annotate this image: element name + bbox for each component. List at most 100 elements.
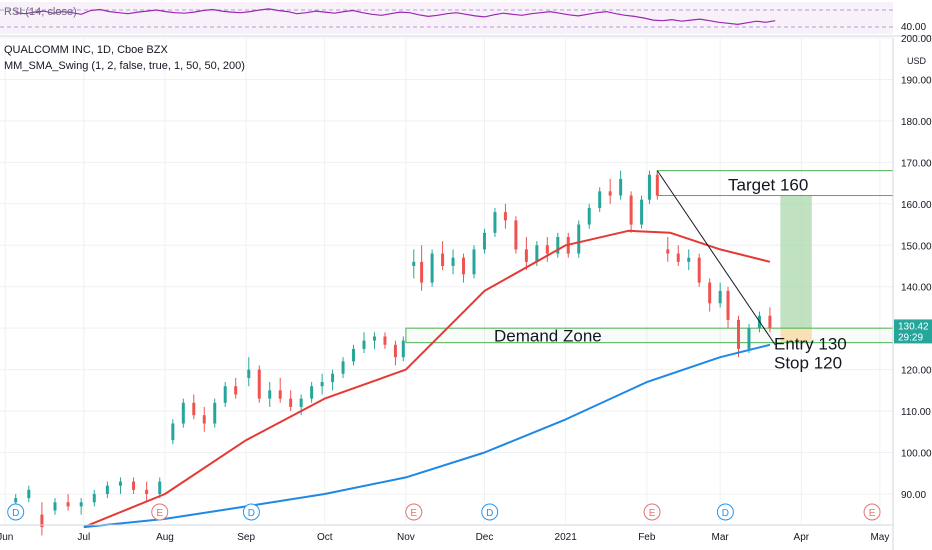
time-tick-label: Jun (0, 532, 13, 543)
price-tick-label: 160.00 (901, 200, 932, 211)
time-tick-label: Nov (397, 532, 415, 543)
candle-body (503, 212, 507, 221)
candle-body (362, 340, 366, 349)
indicator-legend[interactable]: MM_SMA_Swing (1, 2, false, true, 1, 50, … (4, 60, 245, 72)
marker-circle (481, 503, 499, 521)
bar-timer-label: 29:29 (898, 332, 923, 343)
candle-body (687, 257, 691, 262)
time-axis[interactable]: Jun Jul Aug Sep Oct Nov Dec 2021 Feb Mar Apr May (0, 524, 893, 543)
stop-label: Stop 120 (774, 354, 842, 373)
last-price-badge (894, 319, 932, 344)
dividend-marker[interactable]: D (716, 503, 734, 521)
marker-letter: E (410, 508, 417, 519)
candle-body (718, 290, 722, 304)
dividend-marker[interactable]: D (242, 503, 260, 521)
candle-body (697, 257, 701, 283)
sma200-line (83, 343, 771, 529)
marker-letter: E (649, 508, 656, 519)
earnings-marker[interactable]: E (643, 503, 661, 521)
dividend-marker[interactable]: D (7, 503, 25, 521)
candle-body (320, 382, 324, 387)
candle-body (514, 220, 518, 250)
demand-zone-label: Demand Zone (494, 327, 602, 346)
candle-body (14, 498, 18, 503)
earnings-marker[interactable]: E (405, 503, 423, 521)
candle-body (132, 481, 136, 490)
candle-body (27, 489, 31, 499)
rsi-tick-label: 40.00 (901, 22, 926, 33)
candle-body (383, 336, 387, 345)
time-tick-label: 2021 (555, 532, 578, 543)
marker-letter: E (156, 508, 163, 519)
dividend-marker[interactable]: D (481, 503, 499, 521)
grid (0, 37, 893, 523)
price-tick-label: 100.00 (901, 449, 932, 460)
time-tick-label: Sep (237, 532, 255, 543)
marker-letter: D (486, 508, 493, 519)
candle-body (257, 369, 261, 399)
time-tick-label: Mar (712, 532, 730, 543)
candle-body (79, 502, 83, 507)
candle-body (619, 178, 623, 196)
candle-body (181, 402, 185, 424)
currency-label: USD (907, 56, 927, 66)
marker-letter: E (869, 508, 876, 519)
symbol-title[interactable]: QUALCOMM INC, 1D, Cboe BZX (4, 44, 168, 56)
price-tick-label: 190.00 (901, 75, 932, 86)
candle-body (676, 253, 680, 262)
candle-body (472, 249, 476, 275)
candle-body (736, 319, 740, 349)
candles (14, 170, 772, 536)
price-tick-label: 150.00 (901, 241, 932, 252)
candle-body (299, 398, 303, 407)
candle-body (105, 485, 109, 494)
candle-body (66, 502, 70, 507)
candle-body (372, 336, 376, 341)
rsi-line (15, 8, 776, 26)
candle-body (430, 253, 434, 283)
marker-circle (151, 503, 169, 521)
candle-body (53, 502, 57, 511)
time-tick-label: Feb (638, 532, 656, 543)
candle-body (587, 207, 591, 225)
candle-body (145, 489, 149, 494)
candle-body (352, 348, 356, 362)
price-tick-label: 200.00 (901, 34, 932, 45)
candle-body (278, 390, 282, 399)
marker-letter: D (248, 508, 255, 519)
price-tick-label: 140.00 (901, 283, 932, 294)
candle-body (577, 224, 581, 254)
candle-body (268, 390, 272, 399)
candle-body (493, 212, 497, 233)
price-tick-label: 180.00 (901, 117, 932, 128)
marker-letter: D (12, 508, 19, 519)
rsi-band (0, 2, 893, 34)
candle-body (202, 415, 206, 424)
candle-body (223, 386, 227, 403)
earnings-marker[interactable]: E (151, 503, 169, 521)
target-range-zone (780, 195, 812, 329)
sma50-line (83, 229, 771, 529)
price-axis[interactable]: 90.00100.00110.00120.00130.00140.00150.0… (892, 34, 932, 550)
candle-body (647, 174, 651, 200)
candle-body (310, 386, 314, 399)
candle-body (234, 386, 238, 395)
candle-body (393, 344, 397, 358)
marker-circle (716, 503, 734, 521)
marker-letter: D (722, 508, 729, 519)
entry-range-zone (780, 328, 812, 343)
candle-body (640, 199, 644, 225)
time-tick-label: Aug (156, 532, 174, 543)
candle-body (118, 481, 122, 486)
marker-circle (643, 503, 661, 521)
time-tick-label: May (870, 532, 889, 543)
candle-body (341, 361, 345, 374)
earnings-marker[interactable]: E (863, 503, 881, 521)
moving-averages (83, 229, 771, 529)
time-tick-label: Apr (794, 532, 810, 543)
candle-body (92, 493, 96, 503)
candle-body (708, 282, 712, 304)
